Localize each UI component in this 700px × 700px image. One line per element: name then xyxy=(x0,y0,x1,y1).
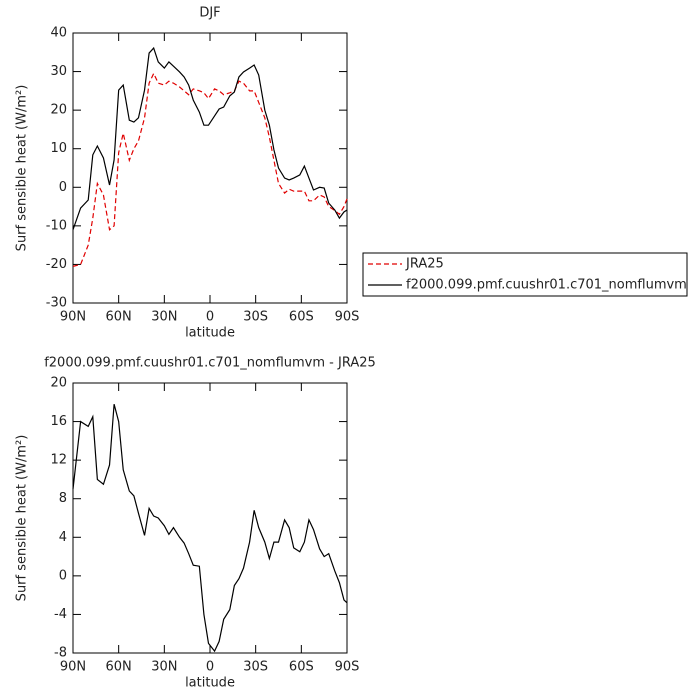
y-axis-label: Surf sensible heat (W/m²) xyxy=(15,435,30,602)
y-axis-label: Surf sensible heat (W/m²) xyxy=(15,85,30,252)
y-tick-label: 0 xyxy=(59,180,67,195)
legend-label: JRA25 xyxy=(405,257,444,272)
chart-title: f2000.099.pmf.cuushr01.c701_nomflumvm - … xyxy=(44,356,376,371)
x-tick-label: 60N xyxy=(106,660,132,675)
y-tick-label: -30 xyxy=(46,296,67,311)
x-tick-label: 30N xyxy=(151,660,177,675)
x-tick-label: 30S xyxy=(243,310,268,325)
y-tick-label: 4 xyxy=(59,530,67,545)
legend-box xyxy=(362,252,688,297)
x-tick-label: 90S xyxy=(335,660,360,675)
plot-frame xyxy=(72,382,348,654)
data-line xyxy=(72,404,348,653)
y-tick-label: 40 xyxy=(50,26,67,41)
x-axis-label: latitude xyxy=(185,326,235,341)
y-tick-label: -4 xyxy=(54,607,67,622)
y-tick-label: -8 xyxy=(54,646,67,661)
data-line xyxy=(72,46,348,230)
y-tick-label: 20 xyxy=(50,376,67,391)
y-tick-label: -10 xyxy=(46,218,67,233)
x-tick-label: 0 xyxy=(206,660,214,675)
y-tick-label: 8 xyxy=(59,491,67,506)
y-tick-label: 10 xyxy=(50,141,67,156)
chart-title: DJF xyxy=(199,6,220,21)
y-tick-label: 12 xyxy=(50,453,67,468)
y-tick-label: 30 xyxy=(50,64,67,79)
data-line xyxy=(72,72,348,267)
y-tick-label: 0 xyxy=(59,568,67,583)
x-tick-label: 0 xyxy=(206,310,214,325)
x-tick-label: 60N xyxy=(106,310,132,325)
x-tick-label: 30S xyxy=(243,660,268,675)
x-tick-label: 90S xyxy=(335,310,360,325)
x-tick-label: 60S xyxy=(289,660,314,675)
legend-label: f2000.099.pmf.cuushr01.c701_nomflumvm xyxy=(406,278,687,293)
y-tick-label: -20 xyxy=(46,257,67,272)
x-tick-label: 90N xyxy=(60,660,86,675)
y-tick-label: 16 xyxy=(50,414,67,429)
y-tick-label: 20 xyxy=(50,103,67,118)
x-axis-label: latitude xyxy=(185,676,235,691)
x-tick-label: 90N xyxy=(60,310,86,325)
x-tick-label: 60S xyxy=(289,310,314,325)
plot-frame xyxy=(72,32,348,304)
x-tick-label: 30N xyxy=(151,310,177,325)
